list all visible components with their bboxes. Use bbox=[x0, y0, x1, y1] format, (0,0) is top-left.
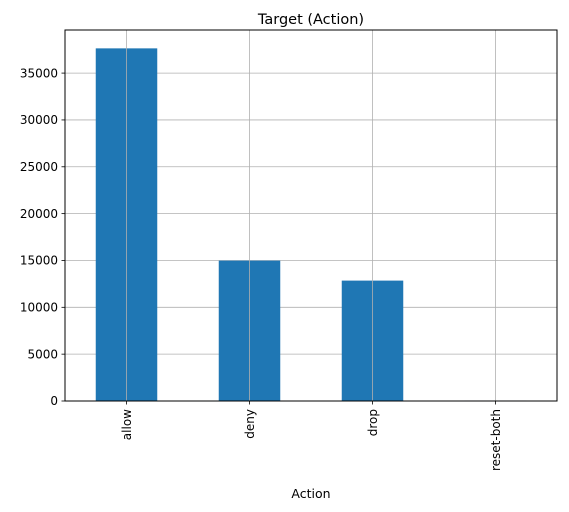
grid-lines-overlay bbox=[126, 30, 496, 401]
x-axis-label: Action bbox=[291, 486, 330, 501]
x-tick-label: drop bbox=[366, 409, 380, 436]
x-tick-label: reset-both bbox=[489, 409, 503, 471]
y-tick-label: 20000 bbox=[20, 207, 58, 221]
y-tick-label: 0 bbox=[50, 394, 58, 408]
y-tick-label: 10000 bbox=[20, 301, 58, 315]
x-tick-label: deny bbox=[243, 409, 257, 439]
y-tick-label: 25000 bbox=[20, 160, 58, 174]
y-tick-label: 5000 bbox=[27, 347, 58, 361]
y-tick-label: 30000 bbox=[20, 113, 58, 127]
x-tick-label: allow bbox=[120, 409, 134, 440]
y-tick-label: 35000 bbox=[20, 66, 58, 80]
plot-frame bbox=[64, 29, 558, 402]
y-tick-label: 15000 bbox=[20, 254, 58, 268]
y-axis-ticks: 0 5000 10000 15000 20000 25000 30000 35000 bbox=[20, 66, 65, 408]
chart-title: Target (Action) bbox=[257, 12, 364, 28]
x-axis-ticks: allow deny drop reset-both bbox=[120, 401, 503, 471]
bars bbox=[95, 48, 527, 402]
